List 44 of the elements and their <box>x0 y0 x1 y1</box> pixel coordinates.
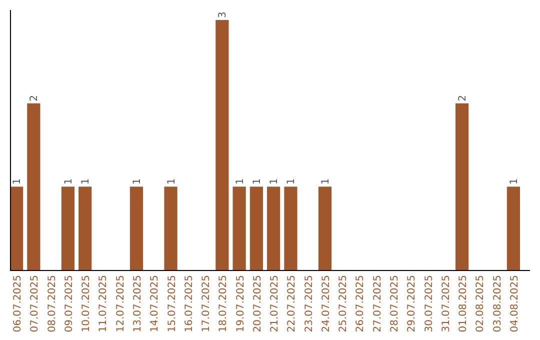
x-tick-label: 01.08.2025 <box>458 275 470 332</box>
x-tick-label: 24.07.2025 <box>320 275 332 332</box>
data-label: 1 <box>252 178 263 185</box>
x-tick-label: 19.07.2025 <box>235 275 246 332</box>
x-tick-label: 21.07.2025 <box>270 275 281 332</box>
x-tick-label: 08.07.2025 <box>46 275 58 332</box>
x-tick-label: 17.07.2025 <box>201 275 212 332</box>
data-label: 1 <box>234 178 246 185</box>
x-tick-label: 26.07.2025 <box>355 275 366 332</box>
data-label: 1 <box>286 178 298 185</box>
data-label: 1 <box>63 178 74 185</box>
x-tick-label: 27.07.2025 <box>372 275 384 332</box>
data-label: 1 <box>80 178 92 185</box>
x-tick-label: 16.07.2025 <box>184 275 195 332</box>
x-tick-label: 14.07.2025 <box>150 275 161 332</box>
data-label: 1 <box>508 178 520 185</box>
data-label: 3 <box>218 12 229 18</box>
x-tick-label: 23.07.2025 <box>304 275 315 332</box>
x-tick-label: 04.08.2025 <box>509 275 520 332</box>
x-tick-label: 31.07.2025 <box>440 275 452 332</box>
data-label: 1 <box>320 178 332 185</box>
data-label: 1 <box>132 178 143 185</box>
x-tick-label: 25.07.2025 <box>338 275 350 332</box>
x-tick-label: 03.08.2025 <box>492 275 504 332</box>
data-label: 1 <box>166 178 178 185</box>
data-label: 2 <box>29 94 40 102</box>
x-tick-label: 07.07.2025 <box>30 275 41 332</box>
x-tick-label: 22.07.2025 <box>286 275 298 332</box>
x-tick-label: 10.07.2025 <box>81 275 92 332</box>
x-tick-label: 09.07.2025 <box>64 275 75 332</box>
x-tick-label: 06.07.2025 <box>12 275 24 332</box>
x-tick-label: 29.07.2025 <box>406 275 418 332</box>
data-label: 1 <box>12 178 24 185</box>
x-tick-label: 13.07.2025 <box>132 275 144 332</box>
x-tick-label: 11.07.2025 <box>98 275 110 332</box>
x-tick-label: 18.07.2025 <box>218 275 230 332</box>
x-tick-label: 20.07.2025 <box>252 275 264 332</box>
data-label: 2 <box>458 94 469 102</box>
x-tick-label: 30.07.2025 <box>424 275 435 332</box>
x-tick-label: 15.07.2025 <box>166 275 178 332</box>
x-tick-label: 28.07.2025 <box>390 275 401 332</box>
x-tick-label: 12.07.2025 <box>115 275 126 332</box>
data-label: 1 <box>269 178 280 185</box>
x-tick-label: 02.08.2025 <box>475 275 486 332</box>
